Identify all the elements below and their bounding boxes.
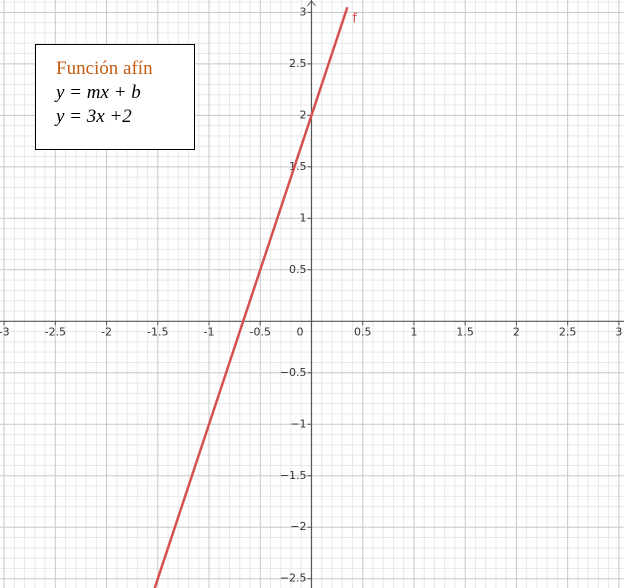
y-tick-label: 2 — [299, 108, 306, 121]
y-tick-label: 1.5 — [289, 160, 307, 173]
x-tick-label: 2 — [513, 325, 520, 338]
y-tick-label: −1.5 — [280, 469, 307, 482]
x-tick-label: 0 — [296, 325, 303, 338]
annotation-title: Función afín — [56, 58, 153, 79]
x-tick-label: 1.5 — [456, 325, 474, 338]
x-tick-label: -2.5 — [45, 325, 66, 338]
y-axis-arrow — [307, 0, 316, 7]
annotation-box: Función afín y = mx + b y = 3x +2 — [35, 44, 195, 150]
y-tick-label: 1 — [299, 211, 306, 224]
y-tick-label: 2.5 — [289, 57, 307, 70]
y-tick-label: −0.5 — [280, 366, 307, 379]
x-tick-label: 1 — [410, 325, 417, 338]
y-tick-label: −2 — [290, 520, 306, 533]
x-tick-label: -1 — [204, 325, 215, 338]
x-tick-label: 3 — [615, 325, 622, 338]
function-label: f — [352, 12, 357, 27]
function-line — [153, 6, 349, 588]
x-tick-label: -0.5 — [250, 325, 271, 338]
y-tick-label: 0.5 — [289, 263, 307, 276]
x-tick-label: -3 — [0, 325, 10, 338]
annotation-equation: y = mx + b — [56, 82, 141, 103]
y-tick-label: 3 — [299, 5, 306, 18]
annotation-equation: y = 3x +2 — [56, 106, 132, 127]
x-tick-label: 2.5 — [559, 325, 577, 338]
x-tick-label: -1.5 — [147, 325, 168, 338]
x-tick-label: -2 — [101, 325, 112, 338]
x-tick-label: 0.5 — [354, 325, 372, 338]
y-tick-label: −1 — [290, 417, 306, 430]
y-tick-label: −2.5 — [280, 572, 307, 585]
